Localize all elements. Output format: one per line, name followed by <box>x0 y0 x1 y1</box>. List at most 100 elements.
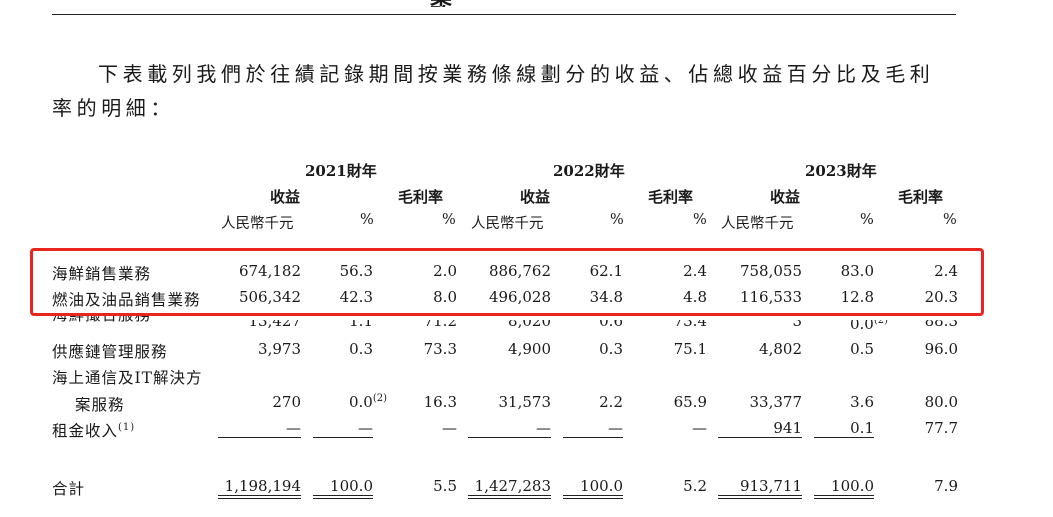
table-cell: 506,342 <box>238 288 301 306</box>
row-label-seafood-matching: 海鮮撮合服務 <box>52 314 152 324</box>
total-double-rule <box>218 495 301 496</box>
table-cell: 80.0 <box>924 393 958 411</box>
table-cell: — <box>608 419 623 437</box>
table-cell: 16.3 <box>423 393 457 411</box>
table-cell: 4.8 <box>683 288 707 306</box>
table-cell: 496,028 <box>488 288 551 306</box>
unit-margin-pct-2022: % <box>693 212 707 228</box>
table-cell: 13,427 <box>248 314 302 330</box>
total-cell: 5.5 <box>433 477 457 495</box>
table-cell: 3.6 <box>850 393 874 411</box>
table-cell: 0.6 <box>599 314 623 330</box>
table-cell: 88.3 <box>924 314 958 330</box>
total-double-rule <box>814 498 874 499</box>
year-header-2021: 2021財年 <box>305 162 377 180</box>
total-double-rule <box>468 495 551 496</box>
intro-line-2: 率的明細： <box>52 96 175 120</box>
total-cell: 1,427,283 <box>474 477 551 495</box>
table-cell: 31,573 <box>498 393 552 411</box>
row-label-total: 合計 <box>52 480 86 498</box>
unit-pct-2021: % <box>360 212 374 228</box>
table-cell: 34.8 <box>589 288 623 306</box>
unit-pct-2023: % <box>860 212 874 228</box>
table-cell: 73.3 <box>423 340 457 358</box>
margin-header-2021: 毛利率 <box>398 188 444 206</box>
total-cell: 7.9 <box>934 477 958 495</box>
subtotal-rule <box>814 437 874 438</box>
table-cell: 75.1 <box>673 340 707 358</box>
total-double-rule <box>563 495 623 496</box>
table-cell: 71.2 <box>423 314 457 330</box>
footnote-marker: (2) <box>873 315 888 326</box>
unit-rmb-2023: 人民幣千元 <box>721 216 794 232</box>
table-cell: 56.3 <box>339 262 373 280</box>
table-cell: 0.0(2) <box>348 393 387 411</box>
unit-margin-pct-2023: % <box>943 212 957 228</box>
total-double-rule <box>313 498 373 499</box>
revenue-header-2022: 收益 <box>520 188 551 206</box>
section-heading: 業務 <box>430 0 550 7</box>
table-cell: 62.1 <box>589 262 623 280</box>
top-rule <box>52 14 956 15</box>
revenue-header-2023: 收益 <box>770 188 801 206</box>
table-cell: 2.4 <box>934 262 958 280</box>
table-cell: 0.0(2) <box>849 315 888 333</box>
table-cell: 33,377 <box>749 393 803 411</box>
row-label-maritime-it-cont: 案服務 <box>75 396 125 414</box>
total-double-rule <box>218 498 301 499</box>
table-cell: 0.1 <box>850 419 874 437</box>
table-cell: 4,900 <box>508 340 551 358</box>
footnote-marker: (2) <box>372 393 387 404</box>
table-cell: — <box>358 419 373 437</box>
table-cell: 0.3 <box>349 340 373 358</box>
row-label-rental: 租金收入(1) <box>52 421 136 440</box>
table-cell: 941 <box>773 419 802 437</box>
table-cell: 42.3 <box>339 288 373 306</box>
table-cell: 758,055 <box>739 262 802 280</box>
table-cell: 73.4 <box>673 314 707 330</box>
row-label-supply-chain: 供應鏈管理服務 <box>52 343 168 361</box>
highlight-box <box>30 248 984 316</box>
table-cell: 674,182 <box>238 262 301 280</box>
subtotal-rule <box>718 437 802 438</box>
intro-line-1: 下表載列我們於往績記錄期間按業務條線劃分的收益、佔總收益百分比及毛利 <box>98 62 935 86</box>
table-cell: 2.4 <box>683 262 707 280</box>
subtotal-rule <box>218 437 301 438</box>
total-cell: 100.0 <box>330 477 373 495</box>
table-cell: 1.1 <box>349 314 373 330</box>
total-double-rule <box>468 498 551 499</box>
table-cell: 8,020 <box>508 314 551 330</box>
unit-margin-pct-2021: % <box>442 212 456 228</box>
total-cell: 5.2 <box>683 477 707 495</box>
unit-rmb-2021: 人民幣千元 <box>221 216 294 232</box>
total-cell: 100.0 <box>580 477 623 495</box>
total-double-rule <box>313 495 373 496</box>
subtotal-rule <box>563 437 623 438</box>
row-label-seafood-sales: 海鮮銷售業務 <box>52 265 152 283</box>
total-cell: 913,711 <box>739 477 802 495</box>
margin-header-2023: 毛利率 <box>898 188 944 206</box>
revenue-header-2021: 收益 <box>270 188 301 206</box>
year-header-2022: 2022財年 <box>553 162 625 180</box>
table-cell: 270 <box>272 393 301 411</box>
margin-header-2022: 毛利率 <box>648 188 694 206</box>
unit-rmb-2022: 人民幣千元 <box>471 216 544 232</box>
total-cell: 100.0 <box>831 477 874 495</box>
table-cell: 3 <box>792 314 802 330</box>
table-cell: 12.8 <box>840 288 874 306</box>
row-label-maritime-it: 海上通信及IT解決方 <box>52 369 203 387</box>
total-cell: 1,198,194 <box>224 477 301 495</box>
table-cell: — <box>692 419 707 437</box>
table-cell: 77.7 <box>924 419 958 437</box>
table-cell: 65.9 <box>673 393 707 411</box>
row-label-fuel-sales: 燃油及油品銷售業務 <box>52 291 201 309</box>
table-cell: 20.3 <box>924 288 958 306</box>
subtotal-rule <box>468 437 551 438</box>
total-double-rule <box>718 495 802 496</box>
table-cell: 3,973 <box>258 340 301 358</box>
table-cell: 2.2 <box>599 393 623 411</box>
table-cell: 116,533 <box>739 288 802 306</box>
table-cell: 0.5 <box>850 340 874 358</box>
table-cell: 4,802 <box>759 340 802 358</box>
table-cell: — <box>536 419 551 437</box>
